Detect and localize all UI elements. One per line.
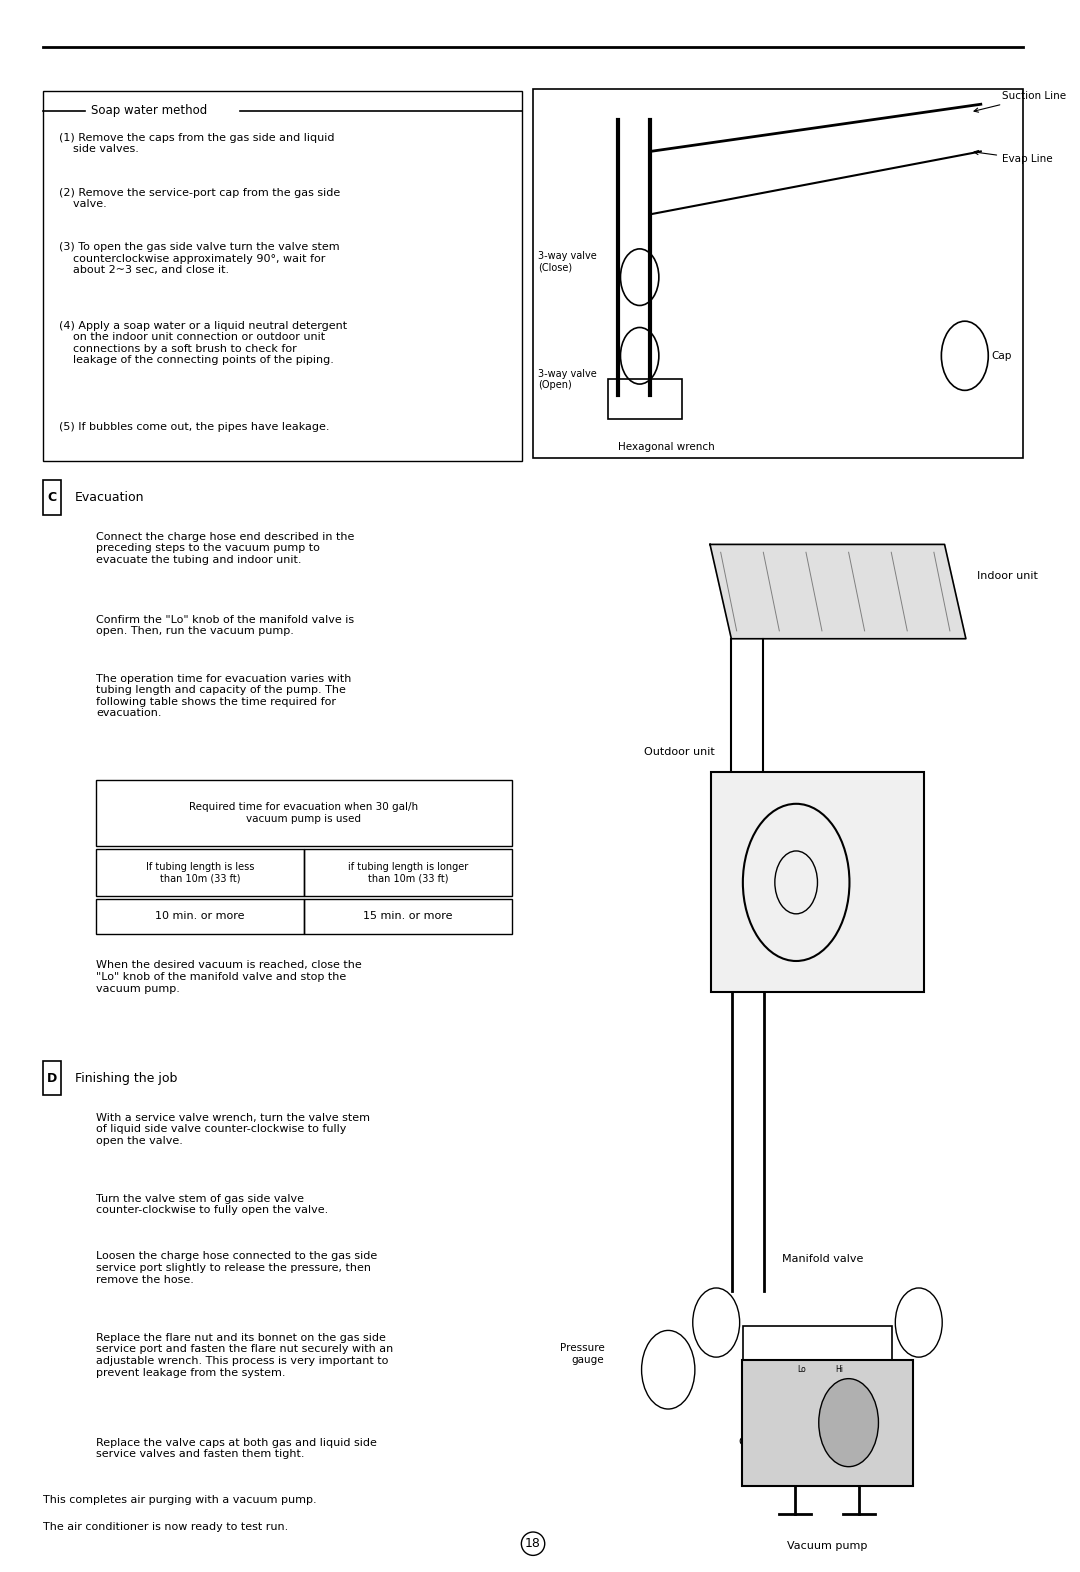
- Text: Replace the valve caps at both gas and liquid side
service valves and fasten the: Replace the valve caps at both gas and l…: [96, 1438, 377, 1459]
- Text: Turn the valve stem of gas side valve
counter-clockwise to fully open the valve.: Turn the valve stem of gas side valve co…: [96, 1193, 328, 1215]
- Text: Evacuation: Evacuation: [75, 490, 144, 505]
- Bar: [96, 780, 512, 846]
- Text: Required time for evacuation when 30 gal/h
vacuum pump is used: Required time for evacuation when 30 gal…: [189, 802, 418, 824]
- Bar: [608, 379, 683, 418]
- Text: (1) Remove the caps from the gas side and liquid
    side valves.: (1) Remove the caps from the gas side an…: [58, 134, 334, 154]
- Text: Pressure
gauge: Pressure gauge: [559, 1342, 605, 1364]
- Text: (2) Remove the service-port cap from the gas side
    valve.: (2) Remove the service-port cap from the…: [58, 187, 340, 209]
- Text: Hexagonal wrench: Hexagonal wrench: [619, 442, 715, 453]
- Text: Soap water method: Soap water method: [91, 104, 207, 118]
- Text: This completes air purging with a vacuum pump.: This completes air purging with a vacuum…: [42, 1495, 316, 1506]
- Text: Hi: Hi: [835, 1364, 842, 1374]
- Polygon shape: [710, 544, 966, 638]
- Bar: [303, 849, 512, 896]
- Text: 15 min. or more: 15 min. or more: [363, 912, 453, 921]
- Text: Loosen the charge hose connected to the gas side
service port slightly to releas: Loosen the charge hose connected to the …: [96, 1251, 377, 1284]
- Text: If tubing length is less
than 10m (33 ft): If tubing length is less than 10m (33 ft…: [146, 861, 254, 883]
- Text: Lo: Lo: [797, 1364, 806, 1374]
- Bar: [303, 899, 512, 934]
- Text: Vacuum pump: Vacuum pump: [787, 1541, 867, 1550]
- Text: Suction Line: Suction Line: [974, 91, 1066, 112]
- Bar: [534, 88, 1024, 457]
- Bar: [742, 1360, 913, 1486]
- Circle shape: [819, 1379, 878, 1467]
- Text: Replace the flare nut and its bonnet on the gas side
service port and fasten the: Replace the flare nut and its bonnet on …: [96, 1333, 393, 1377]
- Text: The air conditioner is now ready to test run.: The air conditioner is now ready to test…: [42, 1522, 288, 1531]
- Text: 10 min. or more: 10 min. or more: [156, 912, 245, 921]
- Bar: [96, 849, 303, 896]
- Text: Outdoor unit: Outdoor unit: [644, 747, 714, 756]
- Text: 3-way valve
(Close): 3-way valve (Close): [538, 250, 597, 272]
- Bar: [711, 772, 924, 992]
- Text: Confirm the "Lo" knob of the manifold valve is
open. Then, run the vacuum pump.: Confirm the "Lo" knob of the manifold va…: [96, 615, 354, 637]
- Text: Evap Line: Evap Line: [974, 151, 1053, 165]
- Text: Manifold valve: Manifold valve: [782, 1253, 864, 1264]
- Text: The operation time for evacuation varies with
tubing length and capacity of the : The operation time for evacuation varies…: [96, 674, 351, 718]
- Text: 3-way valve
(Open): 3-way valve (Open): [538, 368, 597, 390]
- Text: (3) To open the gas side valve turn the valve stem
    counterclockwise approxim: (3) To open the gas side valve turn the …: [58, 242, 339, 275]
- Text: Close: Close: [866, 1437, 896, 1446]
- Text: C: C: [48, 490, 56, 505]
- Text: Indoor unit: Indoor unit: [976, 571, 1038, 582]
- Text: (5) If bubbles come out, the pipes have leakage.: (5) If bubbles come out, the pipes have …: [58, 423, 329, 432]
- Bar: [42, 479, 62, 514]
- Text: Finishing the job: Finishing the job: [75, 1072, 177, 1085]
- Bar: [42, 91, 523, 461]
- Bar: [42, 1061, 62, 1096]
- Text: (4) Apply a soap water or a liquid neutral detergent
    on the indoor unit conn: (4) Apply a soap water or a liquid neutr…: [58, 321, 347, 365]
- Text: Cap: Cap: [991, 351, 1012, 362]
- Text: D: D: [46, 1072, 57, 1085]
- Bar: [743, 1327, 892, 1413]
- Text: 18: 18: [525, 1537, 541, 1550]
- Text: Open: Open: [739, 1437, 768, 1446]
- Bar: [96, 899, 303, 934]
- Text: With a service valve wrench, turn the valve stem
of liquid side valve counter-cl: With a service valve wrench, turn the va…: [96, 1113, 370, 1146]
- Text: When the desired vacuum is reached, close the
"Lo" knob of the manifold valve an: When the desired vacuum is reached, clos…: [96, 960, 362, 994]
- Text: Connect the charge hose end described in the
preceding steps to the vacuum pump : Connect the charge hose end described in…: [96, 531, 354, 564]
- Text: if tubing length is longer
than 10m (33 ft): if tubing length is longer than 10m (33 …: [348, 861, 468, 883]
